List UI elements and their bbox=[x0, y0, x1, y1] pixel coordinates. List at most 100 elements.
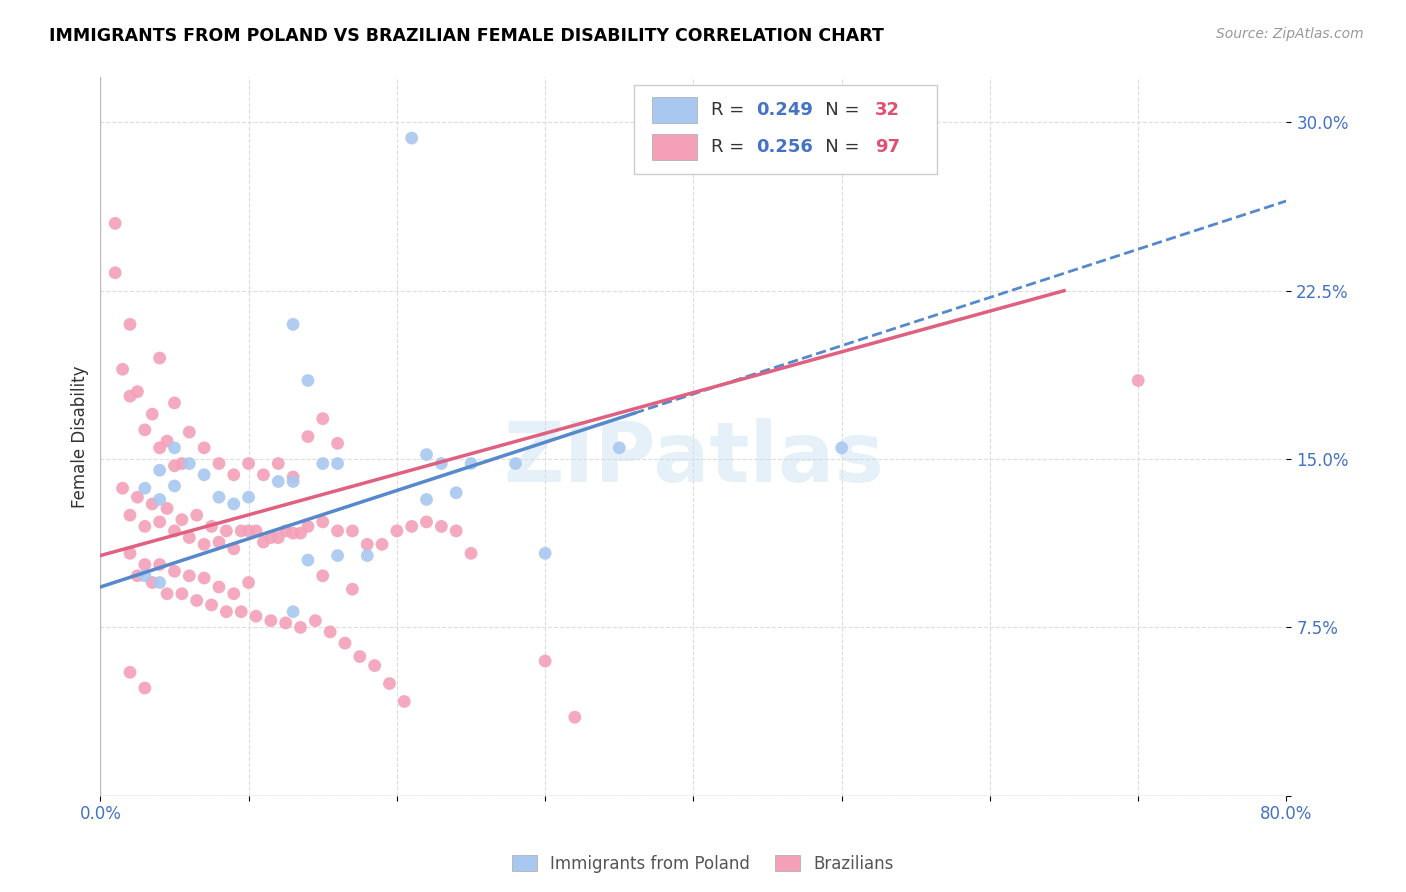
Point bbox=[156, 587, 179, 601]
Point bbox=[312, 411, 335, 425]
Point bbox=[156, 434, 179, 448]
Point bbox=[111, 481, 134, 495]
Point bbox=[444, 485, 467, 500]
Point bbox=[215, 605, 238, 619]
Point bbox=[149, 441, 172, 455]
Point bbox=[141, 407, 163, 421]
Point bbox=[333, 636, 356, 650]
Text: 0.256: 0.256 bbox=[756, 138, 813, 156]
Point bbox=[111, 362, 134, 376]
Point bbox=[415, 448, 437, 462]
Point bbox=[297, 553, 319, 567]
Text: ZIPatlas: ZIPatlas bbox=[503, 417, 884, 499]
Point bbox=[163, 564, 186, 578]
Point bbox=[222, 497, 245, 511]
Point bbox=[394, 694, 416, 708]
Point bbox=[222, 541, 245, 556]
Point bbox=[134, 681, 156, 695]
Point bbox=[297, 429, 319, 443]
Point bbox=[149, 492, 172, 507]
Text: 0.249: 0.249 bbox=[756, 101, 813, 119]
Point bbox=[304, 614, 326, 628]
Legend: Immigrants from Poland, Brazilians: Immigrants from Poland, Brazilians bbox=[505, 848, 901, 880]
Point bbox=[356, 537, 378, 551]
Point bbox=[326, 457, 349, 471]
Point bbox=[179, 568, 201, 582]
Point bbox=[200, 598, 222, 612]
Point bbox=[444, 524, 467, 538]
Point bbox=[134, 519, 156, 533]
Point bbox=[141, 575, 163, 590]
Point bbox=[238, 490, 260, 504]
FancyBboxPatch shape bbox=[634, 85, 936, 175]
Point bbox=[163, 441, 186, 455]
Point bbox=[326, 524, 349, 538]
Point bbox=[290, 620, 312, 634]
Point bbox=[163, 524, 186, 538]
Point bbox=[163, 479, 186, 493]
Point bbox=[460, 457, 482, 471]
Point bbox=[312, 515, 335, 529]
Point bbox=[170, 513, 193, 527]
Point bbox=[281, 475, 304, 489]
Point bbox=[134, 558, 156, 572]
Point bbox=[127, 384, 149, 399]
Point bbox=[505, 457, 527, 471]
Point bbox=[149, 463, 172, 477]
Point bbox=[260, 614, 283, 628]
Point bbox=[127, 568, 149, 582]
Point bbox=[127, 490, 149, 504]
Point bbox=[274, 615, 297, 630]
Point bbox=[267, 457, 290, 471]
Point bbox=[104, 266, 127, 280]
Point bbox=[312, 457, 335, 471]
Point bbox=[238, 457, 260, 471]
Point bbox=[460, 546, 482, 560]
Point bbox=[326, 436, 349, 450]
Text: N =: N = bbox=[808, 138, 866, 156]
Point bbox=[134, 568, 156, 582]
Point bbox=[267, 475, 290, 489]
Point bbox=[415, 515, 437, 529]
Point bbox=[252, 535, 274, 549]
Point bbox=[215, 524, 238, 538]
Point bbox=[349, 649, 371, 664]
Point bbox=[319, 624, 342, 639]
Point bbox=[281, 526, 304, 541]
Point bbox=[564, 710, 586, 724]
Point bbox=[281, 318, 304, 332]
Point bbox=[208, 457, 231, 471]
Point bbox=[245, 524, 267, 538]
Point bbox=[186, 593, 208, 607]
Point bbox=[607, 441, 630, 455]
Point bbox=[401, 131, 423, 145]
Point bbox=[231, 524, 253, 538]
Point bbox=[149, 351, 172, 365]
Point bbox=[312, 568, 335, 582]
Point bbox=[260, 531, 283, 545]
Point bbox=[342, 524, 364, 538]
FancyBboxPatch shape bbox=[652, 134, 697, 160]
Point bbox=[238, 575, 260, 590]
Point bbox=[326, 549, 349, 563]
Point bbox=[170, 587, 193, 601]
Point bbox=[170, 457, 193, 471]
Point bbox=[193, 537, 215, 551]
Point bbox=[222, 467, 245, 482]
Text: IMMIGRANTS FROM POLAND VS BRAZILIAN FEMALE DISABILITY CORRELATION CHART: IMMIGRANTS FROM POLAND VS BRAZILIAN FEMA… bbox=[49, 27, 884, 45]
Point bbox=[290, 526, 312, 541]
Point bbox=[238, 524, 260, 538]
Point bbox=[134, 481, 156, 495]
Text: R =: R = bbox=[711, 138, 751, 156]
Point bbox=[342, 582, 364, 597]
Text: Source: ZipAtlas.com: Source: ZipAtlas.com bbox=[1216, 27, 1364, 41]
Point bbox=[149, 515, 172, 529]
Point bbox=[231, 605, 253, 619]
Point bbox=[208, 490, 231, 504]
Point bbox=[156, 501, 179, 516]
Point bbox=[245, 609, 267, 624]
Point bbox=[274, 524, 297, 538]
Point bbox=[385, 524, 408, 538]
Point bbox=[1128, 374, 1150, 388]
Point bbox=[297, 374, 319, 388]
